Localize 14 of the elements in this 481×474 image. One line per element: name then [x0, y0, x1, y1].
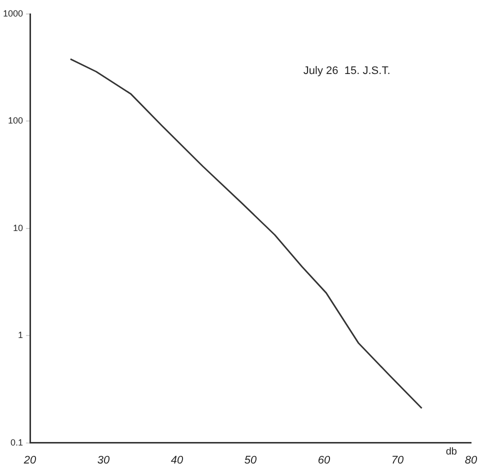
x-tick-label: 30	[97, 454, 111, 466]
y-tick-label: 10	[13, 222, 24, 233]
y-tick-label: 1000	[2, 8, 24, 18]
y-tick-label: 1	[18, 330, 24, 340]
x-tick-label: 40	[170, 454, 184, 466]
y-tick-label: 100	[8, 116, 24, 126]
x-tick-label: 80	[464, 454, 478, 466]
x-tick-label: 50	[244, 454, 258, 466]
x-tick-label: 70	[391, 454, 404, 466]
x-axis-title: db	[446, 446, 458, 458]
x-tick-label: 60	[318, 454, 331, 466]
x-tick-label: 20	[22, 454, 38, 466]
y-tick-label: 0.1	[10, 437, 24, 448]
annotation: July 26 15. J.S.T.	[303, 65, 390, 77]
